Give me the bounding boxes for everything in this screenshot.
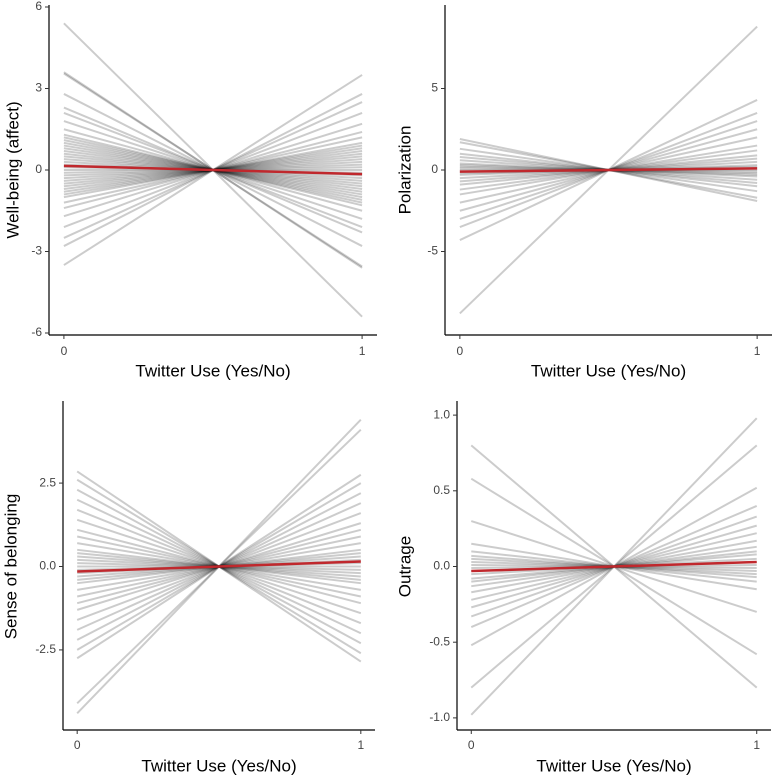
y-axis-label: Well-being (affect) xyxy=(3,101,22,238)
x-tick-label: 0 xyxy=(74,738,81,752)
y-tick-label: 0 xyxy=(431,162,438,176)
y-tick-label: 0 xyxy=(35,162,42,176)
x-tick-label: 1 xyxy=(754,344,761,358)
x-tick-label: 1 xyxy=(357,738,364,752)
plot-lines xyxy=(76,418,362,715)
y-tick-label: 0.5 xyxy=(433,483,450,497)
y-axis-label: Outrage xyxy=(395,536,414,597)
y-tick-label: -1.0 xyxy=(429,710,450,724)
x-axis-label: Twitter Use (Yes/No) xyxy=(531,361,686,380)
y-tick-label: 0.0 xyxy=(433,559,450,573)
mean-line xyxy=(459,167,758,173)
y-axis-label: Polarization xyxy=(395,126,414,215)
y-tick-label: 2.5 xyxy=(39,475,56,489)
y-tick-label: 1.0 xyxy=(433,407,450,421)
x-axis-label: Twitter Use (Yes/No) xyxy=(536,756,691,775)
mean-line xyxy=(63,164,363,176)
y-tick-label: -6 xyxy=(31,325,42,339)
x-tick-label: 1 xyxy=(753,738,760,752)
y-tick-label: 5 xyxy=(431,81,438,95)
x-axis-label: Twitter Use (Yes/No) xyxy=(135,361,290,380)
y-tick-label: -2.5 xyxy=(35,642,56,656)
x-tick-label: 0 xyxy=(468,738,475,752)
y-tick-label: 6 xyxy=(35,0,42,13)
x-axis-label: Twitter Use (Yes/No) xyxy=(141,756,296,775)
y-tick-label: -5 xyxy=(427,244,438,258)
plot-lines xyxy=(470,417,758,716)
mean-line xyxy=(77,560,361,573)
plot-lines xyxy=(63,22,363,318)
x-tick-label: 1 xyxy=(359,344,366,358)
y-tick-label: 3 xyxy=(35,81,42,95)
x-tick-label: 0 xyxy=(61,344,68,358)
mean-line xyxy=(471,560,757,573)
y-tick-label: 0.0 xyxy=(39,559,56,573)
y-tick-label: -3 xyxy=(31,244,42,258)
x-tick-label: 0 xyxy=(457,344,464,358)
y-axis-label: Sense of belonging xyxy=(1,494,20,640)
plot-lines xyxy=(459,25,758,315)
y-tick-label: -0.5 xyxy=(429,634,450,648)
